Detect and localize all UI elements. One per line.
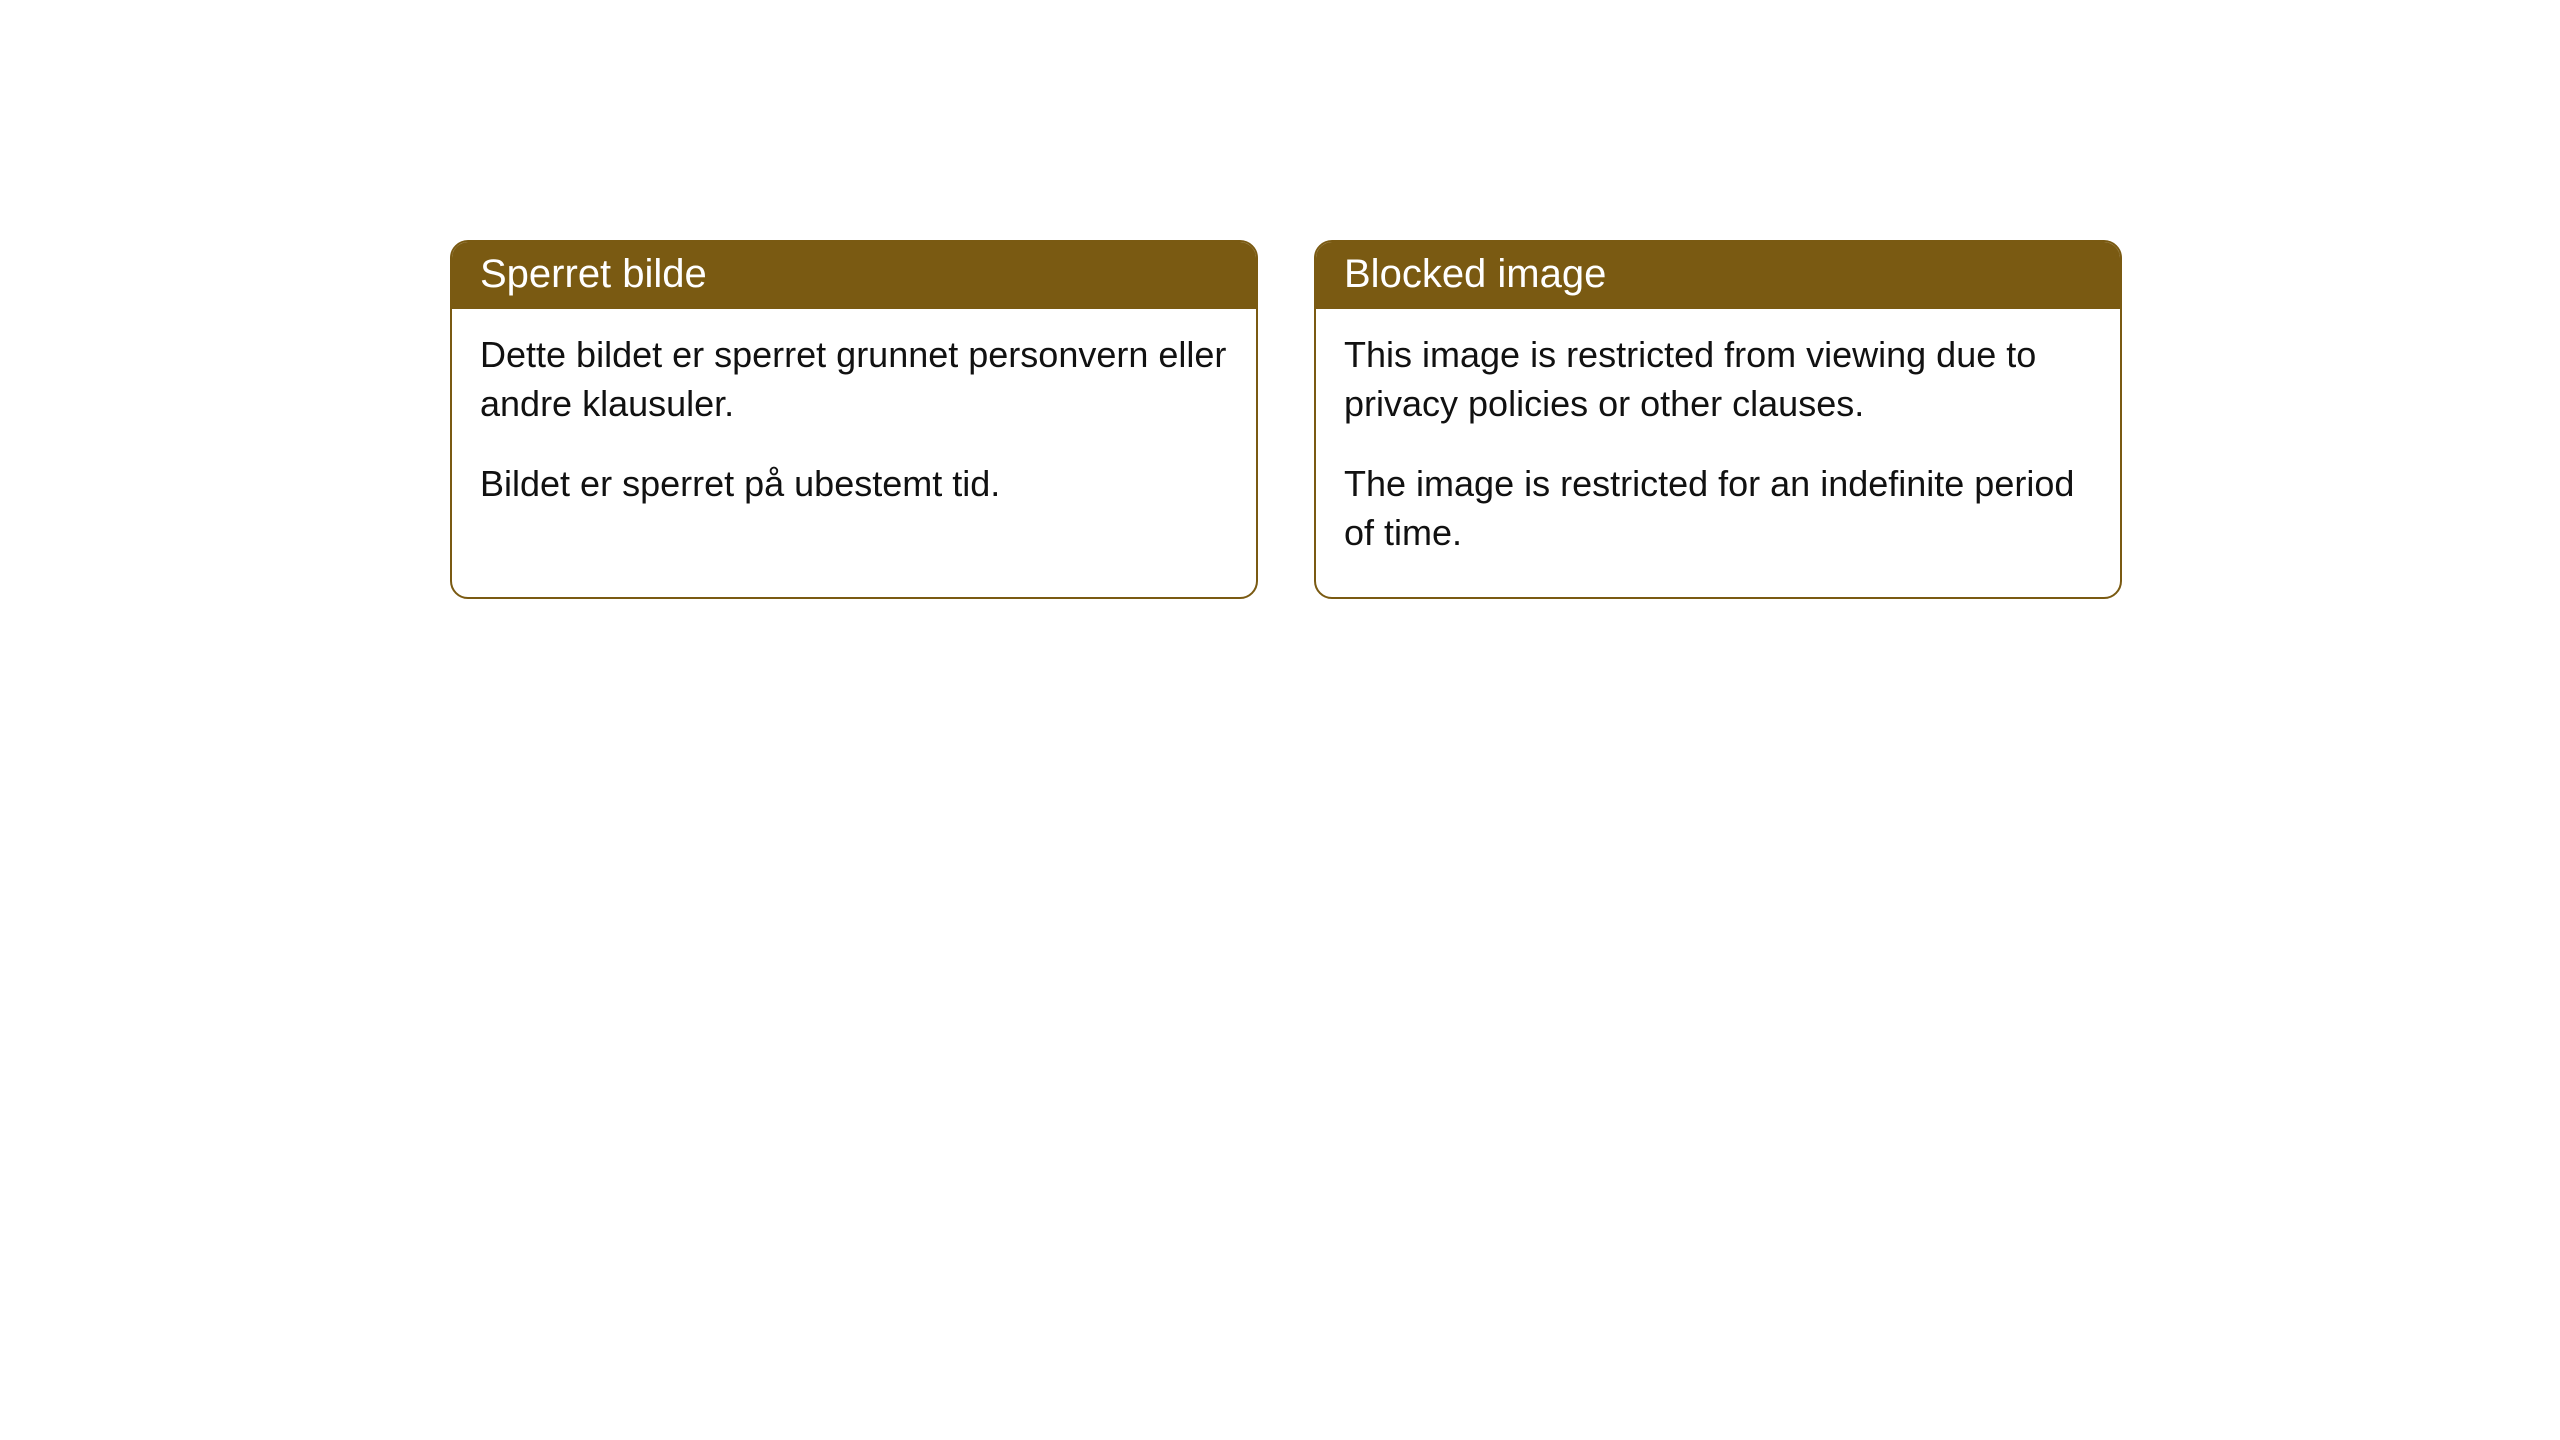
card-paragraph-en-2: The image is restricted for an indefinit… [1344, 460, 2092, 557]
card-header-en: Blocked image [1316, 242, 2120, 309]
cards-container: Sperret bilde Dette bildet er sperret gr… [450, 240, 2122, 599]
card-body-en: This image is restricted from viewing du… [1316, 309, 2120, 597]
blocked-image-card-en: Blocked image This image is restricted f… [1314, 240, 2122, 599]
card-paragraph-no-2: Bildet er sperret på ubestemt tid. [480, 460, 1228, 509]
card-body-no: Dette bildet er sperret grunnet personve… [452, 309, 1256, 549]
card-paragraph-en-1: This image is restricted from viewing du… [1344, 331, 2092, 428]
card-header-no: Sperret bilde [452, 242, 1256, 309]
card-title-en: Blocked image [1344, 252, 1606, 296]
card-title-no: Sperret bilde [480, 252, 707, 296]
card-paragraph-no-1: Dette bildet er sperret grunnet personve… [480, 331, 1228, 428]
blocked-image-card-no: Sperret bilde Dette bildet er sperret gr… [450, 240, 1258, 599]
